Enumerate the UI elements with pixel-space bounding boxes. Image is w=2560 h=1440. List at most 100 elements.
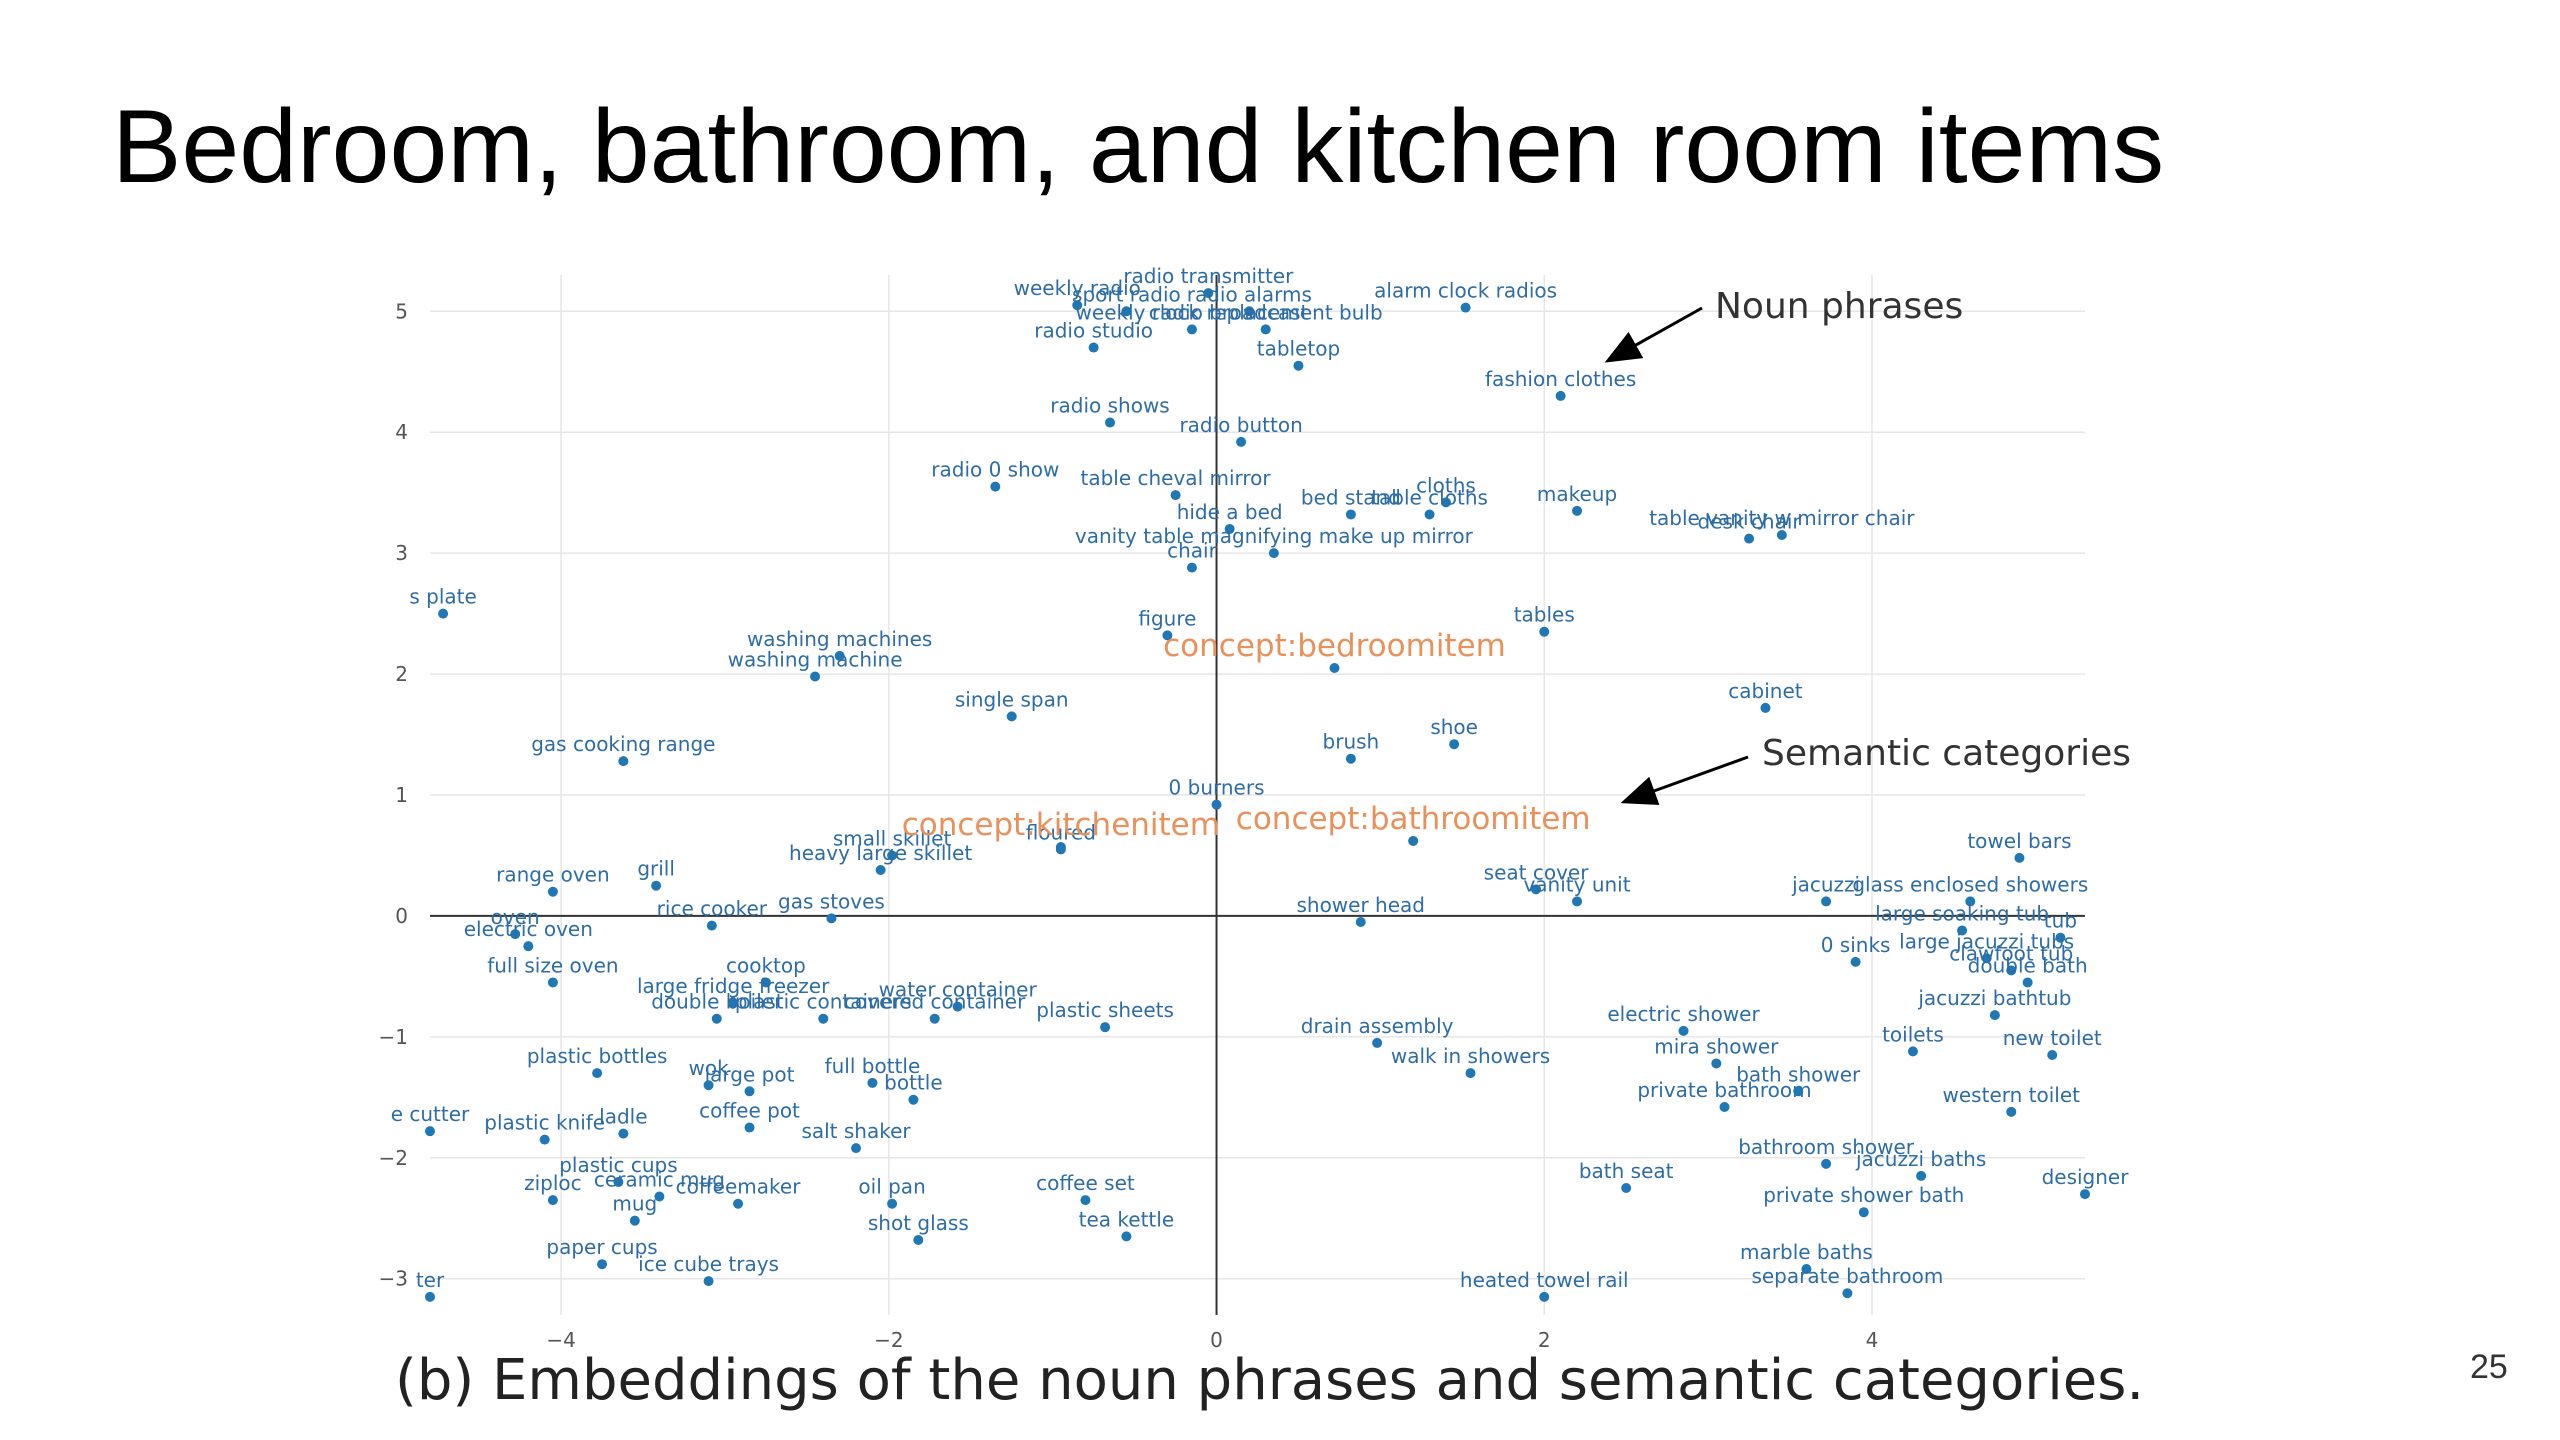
data-point [990,481,1001,492]
data-point-label: hide a bed [1177,500,1283,524]
data-point-label: drain assembly [1301,1014,1454,1038]
category-label: concept:bedroomitem [1163,628,1506,664]
data-point [425,1291,435,1302]
data-point-label: e cutter [391,1102,470,1126]
data-point-label: bath shower [1736,1062,1861,1086]
data-point [810,671,821,682]
data-point [1572,505,1583,516]
y-tick-label: −1 [379,1025,408,1049]
data-point [629,1215,640,1226]
data-point-label: covered container [844,990,1026,1014]
data-point [875,864,886,875]
data-point [1539,1291,1550,1302]
data-point-label: ice cube trays [638,1252,779,1276]
data-point [1186,562,1197,573]
data-point [1531,884,1542,895]
data-point-label: 0 sinks [1821,933,1891,957]
data-point-label: chair [1167,539,1217,563]
data-point-label: mira shower [1654,1034,1779,1058]
data-point-label: large soaking tub [1875,901,2049,925]
x-tick-label: 4 [1866,1328,1879,1352]
data-point-label: oven [491,905,540,929]
data-point-label: mug [612,1192,657,1216]
data-point [1858,1207,1869,1218]
data-point-label: western toilet [1943,1083,2081,1107]
data-point [851,1143,862,1154]
data-point [867,1077,878,1088]
data-point-label: gas cooking range [531,732,715,756]
data-point [711,1013,722,1024]
data-point-label: table cheval mirror [1080,466,1271,490]
data-point [1203,288,1214,299]
data-point [1072,300,1083,311]
data-point [2006,965,2017,976]
data-point-label: clawfoot tub [1949,941,2073,965]
data-point-label: full bottle [825,1054,921,1078]
data-point [1711,1058,1722,1069]
data-point [1100,1022,1111,1033]
data-point-label: tub [2044,909,2077,933]
data-point [1801,1264,1812,1275]
data-point-label: gas stoves [778,889,885,913]
data-point [1260,324,1271,335]
data-point [706,920,717,931]
data-point-label: heated towel rail [1460,1268,1629,1292]
data-point [1449,739,1460,750]
data-point [728,998,739,1008]
data-point-label: ter [416,1268,445,1292]
data-point [1760,702,1771,713]
category-points: concept:bedroomitem concept:bathroomitem c… [902,628,1591,852]
data-point [547,1195,558,1206]
data-point-label: plastic sheets [1036,998,1174,1022]
data-point-label: weekly radio broadcast [1076,300,1309,324]
slide-title: Bedroom, bathroom, and kitchen room item… [112,89,2165,205]
data-point-label: s plate [409,585,476,609]
y-tick-label: 5 [395,299,408,323]
data-point-label: toilets [1882,1022,1944,1046]
data-point-label: plastic bottles [527,1044,668,1068]
data-point [523,941,534,952]
data-point-label: jacuzzi baths [1855,1147,1986,1171]
data-point [1821,896,1832,907]
data-point [1744,533,1755,544]
data-point [887,850,898,861]
data-point [1170,490,1181,501]
data-point [1372,1037,1383,1048]
data-point-label: large pot [705,1062,795,1086]
data-point-label: single span [955,687,1069,711]
data-point [1678,1025,1689,1036]
data-point-label: electric oven [464,917,593,941]
data-point [1186,324,1197,335]
figure-caption: (b) Embeddings of the noun phrases and s… [395,1348,2145,1413]
data-point-label: double boiler [651,990,783,1014]
data-point [952,1001,963,1012]
data-point [1907,1046,1918,1057]
data-point [2022,977,2033,988]
data-point [1345,753,1356,764]
data-point [1719,1102,1730,1112]
data-point-label: table cloths [1371,485,1488,509]
data-point-label: seat cover [1484,860,1590,884]
data-point [1293,360,1304,371]
data-point-label: sport radio [1072,282,1181,306]
data-point-label: radio shows [1050,394,1169,418]
data-point-label: water container [879,978,1038,1002]
data-point [597,1259,608,1270]
data-point [744,1086,755,1097]
y-tick-label: 1 [395,783,408,807]
category-label: concept:bathroomitem [1236,801,1591,837]
data-point-label: figure [1138,606,1196,630]
data-point [1850,956,1861,967]
data-point [1080,1195,1091,1206]
grid [430,275,2085,1315]
data-point [1842,1288,1853,1299]
data-point [425,1126,435,1137]
data-point-label: radio 0 show [931,458,1059,482]
data-point [1981,953,1992,964]
data-point [539,1134,550,1145]
data-point [654,1191,665,1202]
annotations: Noun phrases Semantic categories [1604,286,2131,805]
data-point-label: weekly radio [1014,276,1141,300]
data-point-label: shot glass [868,1211,969,1235]
annotation-label: Noun phrases [1715,286,1963,327]
